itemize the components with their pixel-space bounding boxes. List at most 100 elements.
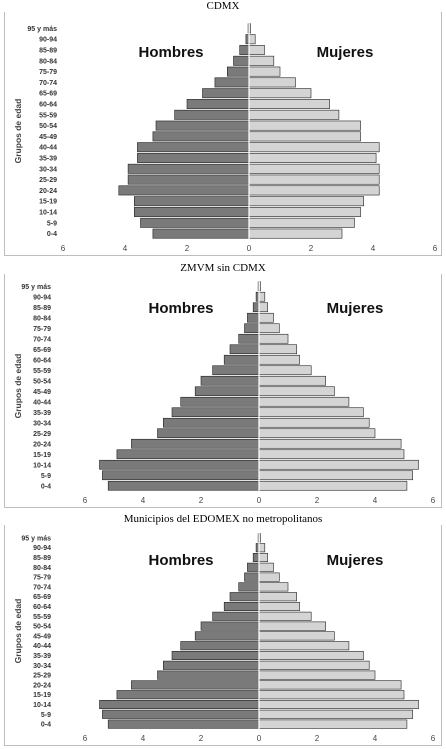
category-label-edomex: 75-79 <box>33 575 51 582</box>
category-label-zmvm: 40-44 <box>33 399 51 406</box>
bar-hombres-cdmx <box>118 185 250 196</box>
bar-hombres-cdmx <box>152 131 250 142</box>
bar-mujeres-edomex <box>258 699 419 710</box>
bar-hombres-zmvm <box>247 312 260 323</box>
category-label-cdmx: 75-79 <box>39 69 57 76</box>
category-label-edomex: 40-44 <box>33 643 51 650</box>
category-label-cdmx: 20-24 <box>39 188 57 195</box>
x-tick-label-edomex: 2 <box>315 734 320 743</box>
category-label-zmvm: 55-59 <box>33 368 51 375</box>
category-label-edomex: 90-94 <box>33 545 51 552</box>
bar-mujeres-edomex <box>258 592 298 602</box>
x-tick-label-cdmx: 6 <box>61 244 66 253</box>
category-label-edomex: 25-29 <box>33 673 51 680</box>
bar-mujeres-edomex <box>258 562 274 572</box>
category-label-zmvm: 45-49 <box>33 389 51 396</box>
category-label-cdmx: 85-89 <box>39 48 57 55</box>
bar-hombres-cdmx <box>140 217 250 228</box>
category-label-edomex: 45-49 <box>33 633 51 640</box>
panel-cdmx: 0-4 5-9 10-14 15-19 20-24 25-29 30-34 35-39 40-4… <box>4 8 442 256</box>
category-label-zmvm: 15-19 <box>33 452 51 459</box>
bar-hombres-cdmx <box>233 55 250 66</box>
x-tick-label-edomex: 6 <box>431 734 436 743</box>
y-axis-label-zmvm: Grupos de edad <box>13 354 23 419</box>
bar-mujeres-cdmx <box>248 66 281 77</box>
series-label-hombres-zmvm: Hombres <box>148 300 213 317</box>
bar-mujeres-edomex <box>258 660 370 670</box>
chart-title-edomex: Municipios del EDOMEX no metropolitanos <box>0 513 446 525</box>
bar-mujeres-zmvm <box>258 480 408 491</box>
bar-mujeres-edomex <box>258 650 364 661</box>
bar-mujeres-edomex <box>258 611 312 621</box>
bar-mujeres-cdmx <box>248 228 343 239</box>
category-label-zmvm: 20-24 <box>33 441 51 448</box>
x-tick-label-cdmx: 0 <box>247 244 252 253</box>
bar-mujeres-edomex <box>258 670 376 680</box>
panel-zmvm: 0-4 5-9 10-14 15-19 20-24 25-29 30-34 35-39 40-4… <box>4 270 442 508</box>
category-label-edomex: 30-34 <box>33 663 51 670</box>
x-tick-label-edomex: 6 <box>83 734 88 743</box>
category-label-cdmx: 35-39 <box>39 156 57 163</box>
bar-hombres-zmvm <box>244 323 260 334</box>
x-tick-label-zmvm: 2 <box>199 496 204 505</box>
bar-hombres-edomex <box>238 582 260 592</box>
bar-mujeres-cdmx <box>248 185 380 196</box>
bar-mujeres-edomex <box>258 582 289 592</box>
bar-mujeres-cdmx <box>248 88 312 99</box>
x-tick-label-zmvm: 4 <box>141 496 146 505</box>
chart-title-zmvm: ZMVM sin CDMX <box>0 262 446 274</box>
category-label-edomex: 60-64 <box>33 604 51 611</box>
category-label-edomex: 80-84 <box>33 565 51 572</box>
bar-hombres-edomex <box>163 660 260 670</box>
bar-mujeres-zmvm <box>258 459 419 470</box>
bar-mujeres-cdmx <box>248 174 380 185</box>
category-label-cdmx: 80-84 <box>39 58 57 65</box>
bar-hombres-edomex <box>223 601 260 612</box>
category-label-edomex: 0-4 <box>41 722 51 729</box>
bar-mujeres-edomex <box>258 572 280 582</box>
bar-hombres-zmvm <box>238 333 260 344</box>
category-label-zmvm: 35-39 <box>33 410 51 417</box>
category-label-cdmx: 0-4 <box>47 231 57 238</box>
bar-hombres-edomex <box>244 572 260 582</box>
category-label-cdmx: 65-69 <box>39 91 57 98</box>
bar-mujeres-zmvm <box>258 407 364 418</box>
category-label-zmvm: 75-79 <box>33 326 51 333</box>
bar-hombres-cdmx <box>155 120 250 131</box>
bar-hombres-edomex <box>157 670 260 680</box>
bar-hombres-zmvm <box>171 407 260 418</box>
category-label-cdmx: 40-44 <box>39 145 57 152</box>
bar-mujeres-zmvm <box>258 438 402 449</box>
bar-hombres-edomex <box>200 621 260 631</box>
x-tick-label-zmvm: 6 <box>83 496 88 505</box>
x-tick-label-cdmx: 2 <box>309 244 314 253</box>
x-tick-label-cdmx: 4 <box>123 244 128 253</box>
bar-hombres-cdmx <box>239 45 250 55</box>
category-label-cdmx: 90-94 <box>39 37 57 44</box>
bar-mujeres-edomex <box>258 680 402 690</box>
y-axis-label-cdmx: Grupos de edad <box>13 99 23 164</box>
bar-mujeres-zmvm <box>258 291 266 302</box>
bar-hombres-zmvm <box>200 375 260 386</box>
category-label-zmvm: 25-29 <box>33 431 51 438</box>
bar-mujeres-zmvm <box>258 449 405 460</box>
category-label-edomex: 50-54 <box>33 624 51 631</box>
category-label-zmvm: 90-94 <box>33 294 51 301</box>
bar-mujeres-cdmx <box>248 131 361 142</box>
bar-hombres-cdmx <box>137 153 250 163</box>
category-label-edomex: 65-69 <box>33 594 51 601</box>
bar-mujeres-zmvm <box>258 417 370 428</box>
category-label-zmvm: 85-89 <box>33 305 51 312</box>
category-label-zmvm: 80-84 <box>33 315 51 322</box>
category-label-cdmx: 95 y más <box>27 26 57 33</box>
bar-mujeres-cdmx <box>248 55 275 66</box>
bar-mujeres-edomex <box>258 641 350 651</box>
bar-mujeres-edomex <box>258 719 408 729</box>
bar-mujeres-edomex <box>258 631 335 641</box>
bar-hombres-cdmx <box>127 163 250 174</box>
bar-mujeres-zmvm <box>258 312 274 323</box>
category-label-zmvm: 95 y más <box>21 284 51 291</box>
bar-mujeres-cdmx <box>248 153 377 163</box>
x-tick-label-edomex: 4 <box>141 734 146 743</box>
bar-mujeres-edomex <box>258 621 326 631</box>
